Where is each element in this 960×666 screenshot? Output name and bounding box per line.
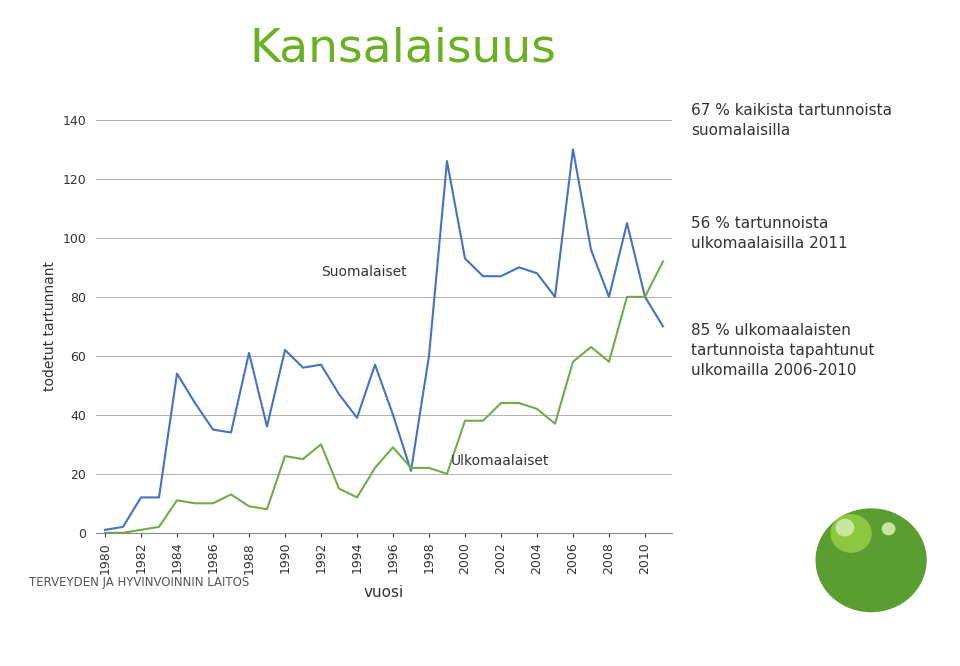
- Text: 67 % kaikista tartunnoista
suomalaisilla: 67 % kaikista tartunnoista suomalaisilla: [691, 103, 892, 138]
- Circle shape: [831, 515, 871, 552]
- Text: 85 % ulkomaalaisten
tartunnoista tapahtunut
ulkomailla 2006-2010: 85 % ulkomaalaisten tartunnoista tapahtu…: [691, 323, 875, 378]
- Text: Hiv ja hepatiitit Suomessa / H. Brummer-Korvenkontio: Hiv ja hepatiitit Suomessa / H. Brummer-…: [329, 643, 631, 654]
- Text: 56 % tartunnoista
ulkomaalaisilla 2011: 56 % tartunnoista ulkomaalaisilla 2011: [691, 216, 848, 251]
- Text: Kansalaisuus: Kansalaisuus: [250, 27, 557, 72]
- Text: Suomalaiset: Suomalaiset: [321, 265, 407, 279]
- Text: 5: 5: [942, 643, 948, 654]
- Circle shape: [816, 509, 926, 611]
- Circle shape: [836, 519, 853, 535]
- Text: TERVEYDEN JA HYVINVOINNIN LAITOS: TERVEYDEN JA HYVINVOINNIN LAITOS: [29, 576, 249, 589]
- Circle shape: [882, 523, 895, 535]
- Text: Ulkomaalaiset: Ulkomaalaiset: [450, 454, 549, 468]
- X-axis label: vuosi: vuosi: [364, 585, 404, 600]
- Text: 14/6/2012: 14/6/2012: [12, 643, 68, 654]
- Y-axis label: todetut tartunnant: todetut tartunnant: [43, 261, 57, 392]
